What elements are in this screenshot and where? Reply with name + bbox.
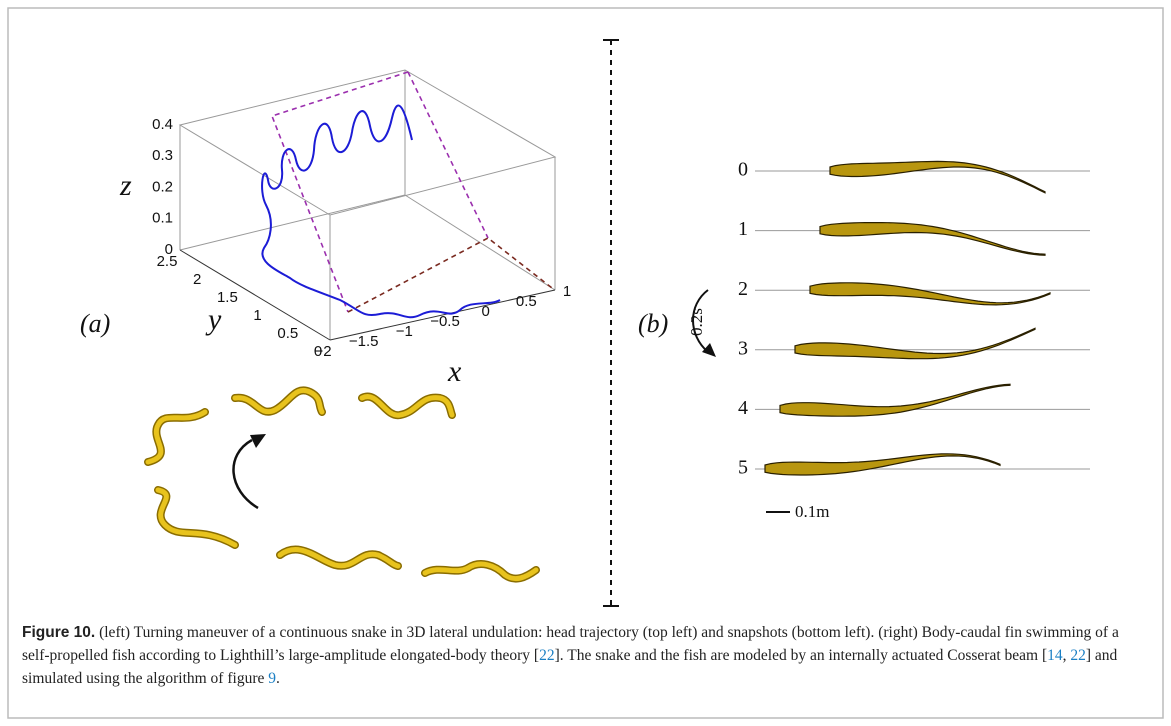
tick-label: 0 [165, 241, 173, 258]
tick-label: 1 [563, 283, 571, 300]
tick-label: 0.2 [152, 178, 173, 195]
axis-label: x [447, 355, 462, 388]
tick-label: 1 [253, 307, 261, 324]
tick-label: 0 [481, 303, 489, 320]
frame-label: 4 [738, 397, 748, 419]
caption-text: ] and simulated using the algorithm of f… [22, 647, 1118, 687]
turn-arrowhead [250, 434, 266, 448]
tick-label: −2 [314, 343, 331, 360]
tick-label: 1.5 [217, 289, 238, 306]
frame-label: 5 [738, 457, 748, 479]
frame [7, 7, 1164, 719]
tick-label: 0.1 [152, 210, 173, 227]
fish-body [794, 327, 1036, 360]
caption: Figure 10. (left) Turning maneuver of a … [22, 621, 1147, 690]
time-arrow [692, 289, 709, 353]
projection-lines [270, 71, 553, 313]
reference[interactable]: 22 [1070, 647, 1086, 664]
tick-label: 0.4 [152, 116, 173, 133]
caption-text: ]. The snake and the fish are modeled by… [554, 647, 1048, 664]
frame-label: 0 [738, 159, 748, 181]
reference[interactable]: 22 [539, 647, 555, 664]
tick-label: 2 [193, 271, 201, 288]
tick-label: 0.3 [152, 147, 173, 164]
frame-label: 3 [738, 337, 748, 359]
caption-text: (left) Turning maneuver of a continuous … [22, 624, 1119, 664]
fish-snapshots: 0 1 2 3 4 5 [738, 159, 1090, 479]
panel-label: (b) [638, 309, 668, 338]
head-trajectory [261, 104, 501, 319]
turn-arrow [232, 438, 259, 510]
frame-label: 1 [738, 218, 748, 240]
reference[interactable]: 14 [1047, 647, 1063, 664]
reference[interactable]: 9 [268, 670, 276, 687]
frame-label: 2 [738, 278, 748, 300]
fish-body [809, 282, 1051, 306]
fish-body [779, 383, 1011, 417]
tick-label: 0.5 [516, 293, 537, 310]
caption-text: , [1062, 647, 1071, 664]
panel-label: (a) [80, 309, 110, 338]
caption-text: . [275, 670, 280, 687]
scale-label: 0.1m [795, 502, 829, 521]
tick-label: 0 [314, 343, 322, 360]
tick-label: −0.5 [430, 313, 460, 330]
caption-label: Figure 10. [22, 624, 96, 641]
fish-body [764, 453, 1001, 476]
tick-label: −1.5 [349, 333, 379, 350]
fish-body [829, 160, 1046, 194]
fish-body [819, 222, 1046, 256]
tick-label: 2.5 [157, 253, 178, 270]
tick-label: 0.5 [277, 325, 298, 342]
tick-label: −1 [396, 323, 413, 340]
axis-label: z [119, 169, 132, 202]
snake-snapshots [144, 386, 540, 583]
time-arrowhead [702, 343, 716, 357]
time-label: 0.2s [687, 308, 706, 336]
axis-label: y [205, 303, 222, 336]
